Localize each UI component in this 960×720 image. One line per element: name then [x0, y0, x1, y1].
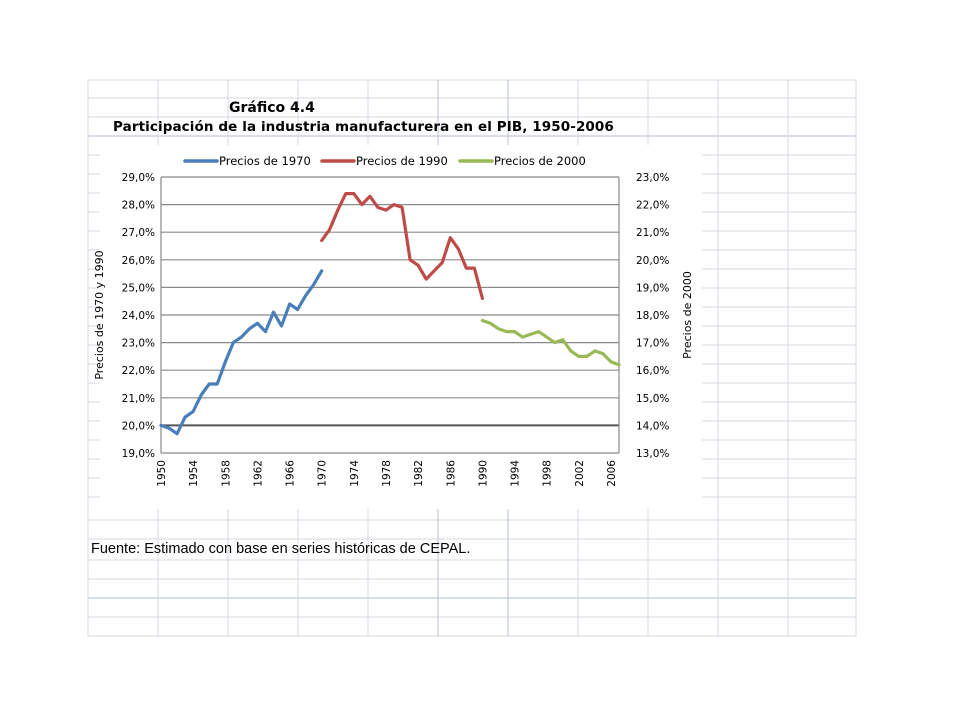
x-tick-label: 1954 — [188, 460, 200, 487]
right-tick-label: 17,0% — [636, 338, 669, 350]
x-tick-label: 2002 — [574, 460, 586, 487]
series-line — [159, 269, 324, 436]
chart-title-line1: Gráfico 4.4 — [229, 100, 315, 116]
x-tick-label: 1978 — [381, 460, 393, 487]
legend: Precios de 1970 Precios de 1990 Precios de… — [183, 154, 586, 168]
left-tick-label: 23,0% — [122, 338, 155, 350]
right-tick-label: 16,0% — [636, 365, 669, 377]
right-tick-label: 18,0% — [636, 310, 669, 322]
x-tick-label: 1982 — [413, 460, 425, 487]
series-line — [320, 192, 484, 300]
left-axis-label: Precios de 1970 y 1990 — [93, 250, 106, 379]
chart-area — [100, 145, 702, 509]
left-tick-label: 24,0% — [122, 310, 155, 322]
x-tick-label: 2006 — [606, 460, 618, 487]
left-tick-label: 21,0% — [122, 393, 155, 405]
x-tick-label: 1966 — [285, 460, 297, 487]
x-tick-label: 1974 — [349, 460, 361, 487]
right-tick-label: 14,0% — [636, 420, 669, 432]
right-tick-label: 13,0% — [636, 448, 669, 460]
x-tick-label: 1950 — [156, 460, 168, 487]
left-tick-label: 29,0% — [122, 172, 155, 184]
chart-title-line2: Participación de la industria manufactur… — [113, 119, 614, 135]
left-axis-ticks: 19,0% 20,0% 21,0% 22,0% 23,0% 24,0% 25,0% 26,0%… — [122, 172, 155, 460]
x-tick-label: 1962 — [252, 460, 264, 487]
right-tick-label: 23,0% — [636, 172, 669, 184]
left-tick-label: 28,0% — [122, 200, 155, 212]
right-axis-ticks: 13,0% 14,0% 15,0% 16,0% 17,0% 18,0% 19,0% 20,0%… — [636, 172, 669, 460]
left-tick-label: 19,0% — [122, 448, 155, 460]
legend-label: Precios de 1990 — [356, 154, 448, 168]
left-tick-label: 26,0% — [122, 255, 155, 267]
left-tick-label: 27,0% — [122, 227, 155, 239]
x-tick-label: 1994 — [510, 460, 522, 487]
x-tick-label: 1990 — [477, 460, 489, 487]
right-tick-label: 19,0% — [636, 282, 669, 294]
left-tick-label: 22,0% — [122, 365, 155, 377]
legend-label: Precios de 1970 — [219, 154, 311, 168]
right-tick-label: 20,0% — [636, 255, 669, 267]
right-tick-label: 22,0% — [636, 200, 669, 212]
x-tick-label: 1970 — [317, 460, 329, 487]
series-line — [480, 318, 621, 367]
left-tick-label: 20,0% — [122, 420, 155, 432]
left-tick-label: 25,0% — [122, 282, 155, 294]
x-tick-label: 1986 — [445, 460, 457, 487]
series-lines — [159, 192, 621, 436]
right-axis-label: Precios de 2000 — [681, 271, 694, 359]
legend-label: Precios de 2000 — [494, 154, 586, 168]
right-tick-label: 15,0% — [636, 393, 669, 405]
x-tick-label: 1998 — [542, 460, 554, 487]
x-axis-ticks: 1950 1954 1958 1962 1966 1970 1974 1978 1982 1986… — [156, 460, 618, 487]
right-tick-label: 21,0% — [636, 227, 669, 239]
gridlines — [160, 176, 620, 454]
source-note: Fuente: Estimado con base en series hist… — [91, 541, 471, 557]
x-tick-label: 1958 — [220, 460, 232, 487]
